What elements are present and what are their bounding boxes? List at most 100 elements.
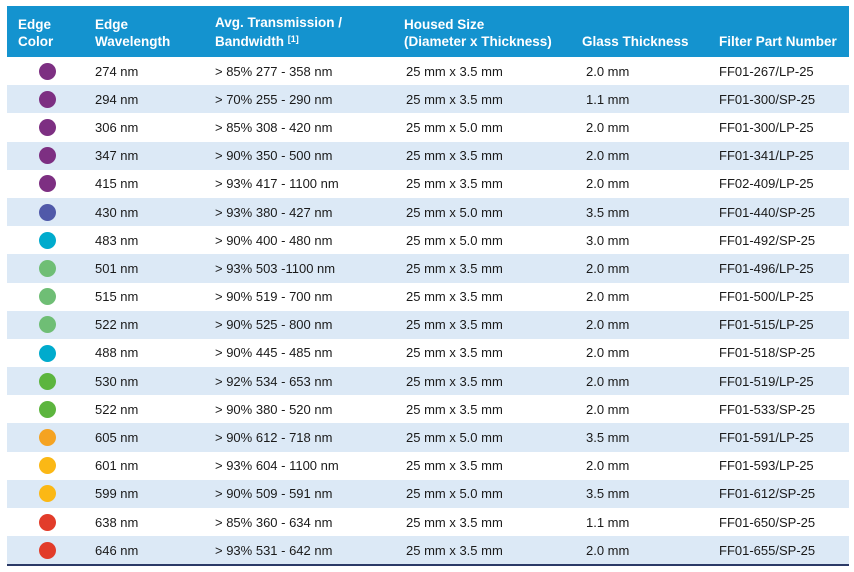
glass-thickness-cell: 2.0 mm [586,260,630,276]
wavelength-cell: 483 nm [95,232,139,248]
edge-color-dot [38,175,56,193]
edge-color-dot [38,147,56,165]
glass-thickness-cell: 2.0 mm [586,542,630,558]
glass-thickness-cell: 1.1 mm [586,514,630,530]
transmission-cell: > 93% 531 - 642 nm [215,542,333,558]
glass-thickness-cell: 2.0 mm [586,176,630,192]
wavelength-cell: 601 nm [95,458,139,474]
transmission-cell: > 93% 417 - 1100 nm [215,176,339,192]
wavelength-cell: 515 nm [95,289,139,305]
edge-color-dot [38,457,56,475]
edge-color-dot [38,90,56,108]
housed-size-cell: 25 mm x 3.5 mm [406,317,503,333]
housed-size-cell: 25 mm x 3.5 mm [406,260,503,276]
transmission-cell: > 90% 612 - 718 nm [215,430,333,446]
wavelength-cell: 646 nm [95,542,139,558]
glass-thickness-cell: 2.0 mm [586,289,630,305]
table-row: 515 nm > 90% 519 - 700 nm 25 mm x 3.5 mm… [7,282,849,311]
transmission-cell: > 90% 350 - 500 nm [215,148,333,164]
wavelength-cell: 522 nm [95,401,139,417]
part-number-cell: FF02-409/LP-25 [719,176,814,192]
header-housed-size-line2: (Diameter x Thickness) [404,34,552,49]
transmission-cell: > 90% 445 - 485 nm [215,345,333,361]
housed-size-cell: 25 mm x 3.5 mm [406,148,503,164]
housed-size-cell: 25 mm x 5.0 mm [406,204,503,220]
wavelength-cell: 605 nm [95,430,139,446]
part-number-cell: FF01-492/SP-25 [719,232,816,248]
wavelength-cell: 347 nm [95,148,139,164]
edge-color-cell [7,254,87,282]
table-row: 599 nm > 90% 509 - 591 nm 25 mm x 5.0 mm… [7,479,849,508]
header-row: Edge Color Edge Wavelength Avg. Transmis… [7,6,849,57]
part-number-cell: FF01-300/SP-25 [719,91,816,107]
header-edge-color-line1: Edge [18,17,52,32]
wavelength-cell: 522 nm [95,317,139,333]
table-row: 501 nm > 93% 503 -1100 nm 25 mm x 3.5 mm… [7,254,849,283]
edge-color-dot [38,231,56,249]
header-glass-thickness: Glass Thickness [582,34,689,49]
edge-color-dot [38,400,56,418]
part-number-cell: FF01-533/SP-25 [719,401,816,417]
table-row: 530 nm > 92% 534 - 653 nm 25 mm x 3.5 mm… [7,367,849,396]
header-edge-color-line2: Color [18,34,54,49]
table-row: 347 nm > 90% 350 - 500 nm 25 mm x 3.5 mm… [7,141,849,170]
table-row: 306 nm > 85% 308 - 420 nm 25 mm x 5.0 mm… [7,113,849,142]
part-number-cell: FF01-612/SP-25 [719,486,816,502]
part-number-cell: FF01-440/SP-25 [719,204,816,220]
table-row: 483 nm > 90% 400 - 480 nm 25 mm x 5.0 mm… [7,226,849,255]
wavelength-cell: 306 nm [95,119,139,135]
housed-size-cell: 25 mm x 3.5 mm [406,514,503,530]
table-row: 646 nm > 93% 531 - 642 nm 25 mm x 3.5 mm… [7,536,849,565]
housed-size-cell: 25 mm x 3.5 mm [406,63,503,79]
part-number-cell: FF01-591/LP-25 [719,430,814,446]
glass-thickness-cell: 2.0 mm [586,317,630,333]
wavelength-cell: 430 nm [95,204,139,220]
header-transmission-footnote: [1] [287,34,299,44]
wavelength-cell: 599 nm [95,486,139,502]
housed-size-cell: 25 mm x 5.0 mm [406,430,503,446]
table-row: 601 nm > 93% 604 - 1100 nm 25 mm x 3.5 m… [7,451,849,480]
part-number-cell: FF01-341/LP-25 [719,148,814,164]
glass-thickness-cell: 2.0 mm [586,63,630,79]
edge-color-cell [7,85,87,113]
edge-color-cell [7,508,87,536]
header-part-number: Filter Part Number [719,34,837,49]
part-number-cell: FF01-500/LP-25 [719,289,814,305]
edge-color-cell [7,283,87,311]
edge-color-cell [7,142,87,170]
housed-size-cell: 25 mm x 3.5 mm [406,373,503,389]
header-transmission-line1: Avg. Transmission / [215,15,343,30]
edge-color-dot [38,344,56,362]
edge-color-cell [7,226,87,254]
filter-spec-table: Edge Color Edge Wavelength Avg. Transmis… [7,6,849,565]
part-number-cell: FF01-300/LP-25 [719,119,814,135]
wavelength-cell: 501 nm [95,260,139,276]
wavelength-cell: 294 nm [95,91,139,107]
glass-thickness-cell: 3.5 mm [586,486,630,502]
edge-color-cell [7,367,87,395]
edge-color-dot [38,62,56,80]
table-row: 294 nm > 70% 255 - 290 nm 25 mm x 3.5 mm… [7,85,849,114]
edge-color-dot [38,429,56,447]
part-number-cell: FF01-655/SP-25 [719,542,816,558]
glass-thickness-cell: 1.1 mm [586,91,630,107]
transmission-cell: > 85% 308 - 420 nm [215,119,333,135]
wavelength-cell: 415 nm [95,176,139,192]
transmission-cell: > 90% 525 - 800 nm [215,317,333,333]
transmission-cell: > 93% 604 - 1100 nm [215,458,339,474]
part-number-cell: FF01-267/LP-25 [719,63,814,79]
glass-thickness-cell: 3.0 mm [586,232,630,248]
table-row: 605 nm > 90% 612 - 718 nm 25 mm x 5.0 mm… [7,423,849,452]
housed-size-cell: 25 mm x 3.5 mm [406,176,503,192]
edge-color-dot [38,316,56,334]
glass-thickness-cell: 2.0 mm [586,458,630,474]
edge-color-dot [38,513,56,531]
transmission-cell: > 92% 534 - 653 nm [215,373,333,389]
glass-thickness-cell: 2.0 mm [586,345,630,361]
part-number-cell: FF01-518/SP-25 [719,345,816,361]
housed-size-cell: 25 mm x 3.5 mm [406,458,503,474]
transmission-cell: > 90% 509 - 591 nm [215,486,333,502]
edge-color-dot [38,259,56,277]
table-row: 488 nm > 90% 445 - 485 nm 25 mm x 3.5 mm… [7,338,849,368]
edge-color-cell [7,536,87,564]
